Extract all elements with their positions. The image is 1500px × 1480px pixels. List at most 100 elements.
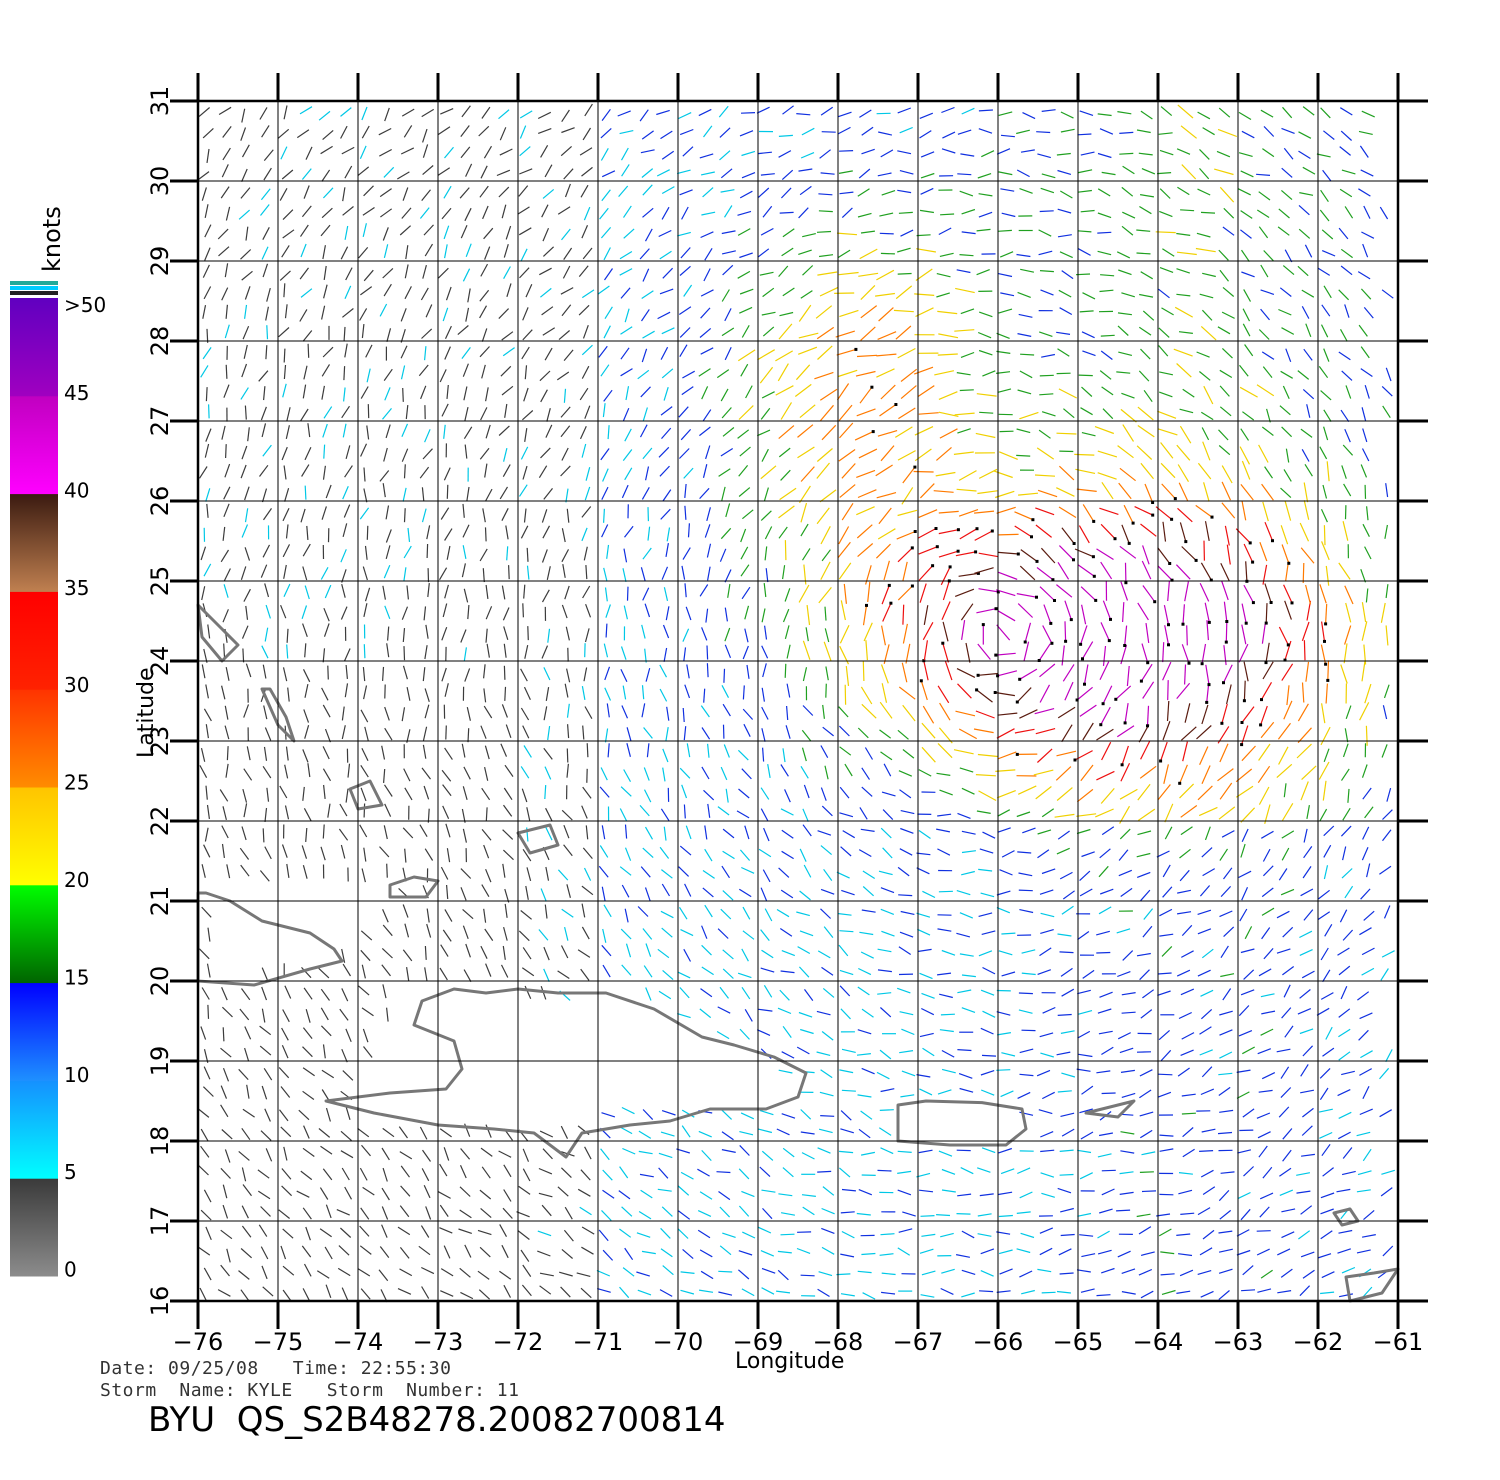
wind-vector [584, 486, 591, 501]
wind-vector [1223, 867, 1233, 880]
wind-vector [1260, 705, 1268, 726]
wind-vector [461, 743, 466, 758]
wind-vector [1197, 1270, 1212, 1275]
wind-vector [504, 403, 508, 418]
wind-vector [1240, 229, 1252, 239]
wind-vector [1018, 992, 1033, 995]
wind-vector [761, 608, 766, 623]
wind-vector [1184, 581, 1189, 602]
wind-vector [282, 1009, 290, 1023]
wind-vector [1119, 152, 1134, 155]
wind-vector [1143, 389, 1153, 403]
wind-vector [722, 703, 731, 717]
wind-vector [344, 225, 349, 240]
wind-vector [361, 1144, 371, 1157]
wind-vector [645, 943, 652, 957]
wind-vector [839, 1167, 851, 1178]
wind-vector [742, 906, 751, 920]
wind-vector [1058, 289, 1072, 298]
wind-vector [839, 1150, 854, 1154]
wind-vector [362, 223, 367, 238]
latitude-tick-label: 26 [146, 486, 174, 517]
wind-vector [241, 625, 249, 639]
wind-vector [1241, 130, 1255, 139]
wind-vector [461, 105, 471, 118]
wind-vector [1120, 581, 1129, 601]
wind-vector [1001, 1052, 1016, 1057]
wind-vector [1242, 411, 1255, 421]
wind-vector [322, 465, 326, 480]
wind-vector [1259, 1192, 1274, 1200]
wind-vector [1033, 769, 1054, 776]
wind-vector [545, 687, 550, 701]
wind-vector [1064, 621, 1067, 642]
rain-flag-marker [1094, 598, 1098, 602]
wind-vector [1180, 726, 1197, 741]
wind-vector [1361, 602, 1367, 623]
wind-vector [922, 705, 935, 724]
wind-vector [467, 605, 470, 620]
wind-vector [557, 206, 571, 215]
wind-vector [1139, 205, 1152, 215]
wind-vector [979, 411, 994, 414]
wind-vector [383, 825, 388, 840]
wind-vector [280, 146, 288, 160]
wind-vector [918, 769, 932, 777]
wind-vector [642, 928, 653, 940]
wind-vector [264, 583, 270, 598]
wind-vector [225, 364, 228, 379]
wind-vector [543, 706, 548, 721]
wind-vector [1018, 889, 1033, 892]
wind-vector [307, 763, 311, 778]
wind-vector [320, 1025, 332, 1037]
wind-vector [679, 767, 691, 779]
wind-vector [740, 112, 756, 114]
wind-vector [660, 406, 673, 416]
wind-vector [1119, 1047, 1134, 1054]
wind-vector [386, 643, 390, 658]
wind-vector [1201, 948, 1214, 959]
rain-flag-marker [1251, 560, 1255, 564]
wind-vector [1159, 933, 1174, 937]
wind-vector [686, 664, 690, 679]
wind-vector [959, 912, 974, 919]
wind-vector [679, 189, 693, 196]
wind-vector [1062, 890, 1075, 900]
rain-flag-marker [1170, 517, 1174, 521]
wind-vector [1079, 870, 1091, 882]
wind-vector [563, 824, 570, 839]
wind-vector [543, 488, 553, 500]
wind-vector [1201, 765, 1211, 785]
wind-vector [302, 1288, 311, 1302]
wind-vector [882, 809, 894, 821]
wind-vector [979, 1193, 994, 1197]
wind-vector [603, 567, 608, 582]
wind-vector [403, 125, 413, 138]
wind-vector [1305, 584, 1312, 605]
wind-vector [461, 808, 466, 823]
wind-vector [742, 645, 749, 660]
wind-vector [1218, 107, 1231, 118]
wind-vector [302, 1067, 315, 1077]
rain-flag-marker [1146, 661, 1150, 665]
wind-vector [1100, 334, 1115, 337]
wind-vector [897, 1170, 912, 1174]
lat-lon-grid [197, 100, 1399, 1302]
wind-vector [422, 726, 428, 741]
wind-vector [1141, 560, 1152, 580]
wind-vector [485, 868, 492, 883]
wind-vector [262, 828, 265, 843]
wind-vector [1361, 967, 1375, 976]
wind-vector [857, 188, 870, 197]
wind-vector [1302, 562, 1305, 584]
wind-vector [280, 604, 287, 619]
wind-vector [980, 989, 995, 996]
wind-vector [619, 130, 634, 135]
wind-vector [445, 286, 452, 301]
wind-vector [677, 971, 691, 979]
wind-vector [839, 746, 852, 756]
wind-vector [1035, 524, 1052, 538]
wind-vector [307, 423, 311, 438]
wind-vector [261, 1085, 268, 1100]
wind-vector [1361, 764, 1368, 778]
